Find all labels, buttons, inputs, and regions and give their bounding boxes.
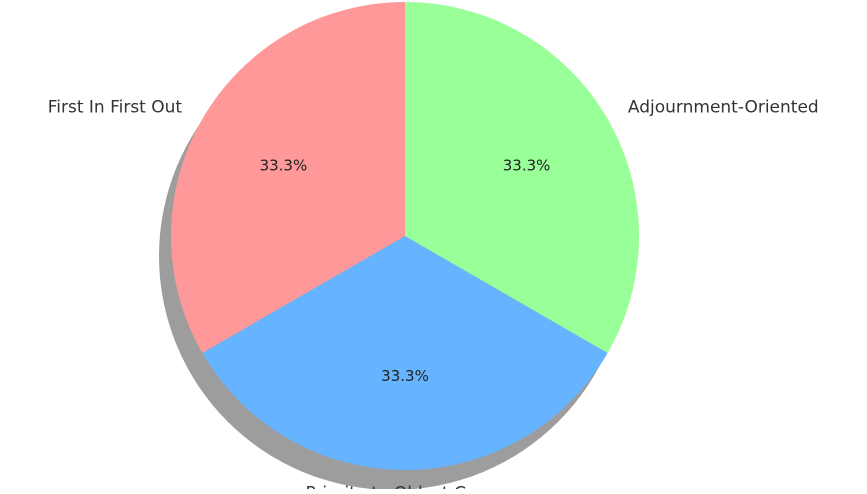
pie-category-label-2: Adjournment-Oriented — [628, 97, 819, 117]
pie-slice-2 — [405, 2, 640, 353]
pie-pct-label-1: 33.3% — [381, 367, 429, 385]
pie-slices — [170, 2, 640, 471]
pie-slice-1 — [202, 236, 608, 471]
pie-category-label-1: Priority to Oldest Cases — [305, 483, 504, 489]
pie-pct-label-2: 33.3% — [503, 156, 551, 174]
pie-pct-label-0: 33.3% — [260, 156, 308, 174]
pie-category-label-0: First In First Out — [48, 97, 183, 117]
pie-slice-0 — [170, 2, 405, 353]
